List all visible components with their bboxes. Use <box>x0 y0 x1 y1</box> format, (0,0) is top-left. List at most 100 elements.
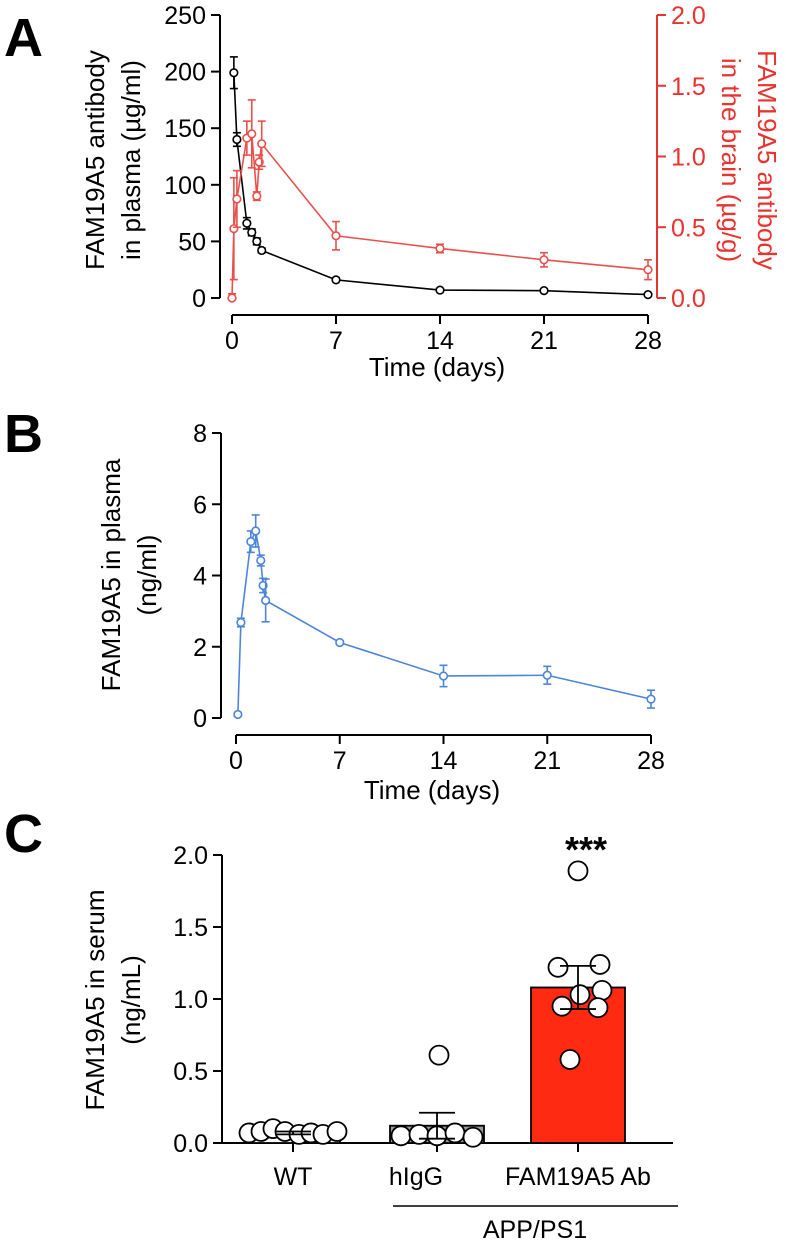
c-left-tick-label: 0.5 <box>173 1058 208 1086</box>
a-left-tick-label: 150 <box>164 115 206 143</box>
b-left-tick-label: 6 <box>193 491 207 519</box>
a-right-tick-label: 0.5 <box>671 214 706 242</box>
a-data-point-plasma <box>252 236 262 246</box>
c-left-tick-label: 1.5 <box>173 914 208 942</box>
c-data-point <box>408 1123 430 1145</box>
a-left-tick-label: 100 <box>164 172 206 200</box>
b-left-tick-label: 8 <box>193 420 207 448</box>
c-data-point <box>547 956 569 978</box>
b-left-tick-label: 4 <box>193 563 207 591</box>
b-x-tick-label: 0 <box>229 747 243 775</box>
b-data-point <box>438 671 449 681</box>
b-left-axis-title-line: FAM19A5 in plasma <box>96 458 126 691</box>
b-data-point <box>542 670 552 680</box>
c-data-point <box>462 1126 484 1148</box>
a-data-point-plasma <box>331 275 341 285</box>
a-data-point-plasma <box>247 227 257 237</box>
a-right-axis-title-line: FAM19A5 antibody <box>752 50 782 270</box>
c-left-axis-title-line: (ng/mL) <box>116 955 146 1045</box>
a-data-point-brain <box>247 129 257 139</box>
a-left-axis-title-line: FAM19A5 antibody <box>80 50 110 270</box>
c-data-point <box>567 860 589 882</box>
b-data-point <box>261 595 271 606</box>
a-series-line-brain <box>231 132 649 299</box>
b-data-point <box>256 555 266 566</box>
b-x-tick-label: 14 <box>430 747 458 775</box>
b-left-axis-title: FAM19A5 in plasma (ng/ml) <box>96 458 162 691</box>
c-left-tick-label: 1.0 <box>173 986 208 1014</box>
b-data-point <box>335 637 345 648</box>
c-data-point <box>326 1121 348 1142</box>
b-left-axis-title-line: (ng/ml) <box>132 535 162 616</box>
a-data-point-brain <box>252 191 262 201</box>
c-data-point <box>569 984 591 1006</box>
a-x-tick-label: 0 <box>225 327 239 355</box>
a-left-axis-title: FAM19A5 antibody in plasma (µg/ml) <box>80 50 146 270</box>
a-left-tick-label: 250 <box>164 2 206 30</box>
b-left-tick-label: 0 <box>193 705 207 733</box>
a-data-point-plasma <box>242 218 252 228</box>
a-right-axis-title-line: in the brain (µg/g) <box>716 58 746 262</box>
a-right-tick-label: 1.5 <box>671 73 706 101</box>
a-data-point-brain <box>331 231 341 241</box>
b-data-point <box>246 537 256 547</box>
a-left-tick-label: 50 <box>178 228 206 256</box>
a-data-point-brain <box>257 139 267 149</box>
b-x-axis-title: Time (days) <box>364 775 500 805</box>
panel-b: B 0 2 4 6 8 0 7 14 21 28 Time (days) FAM19A5 in pla… <box>4 404 665 805</box>
b-x-tick-label: 7 <box>333 747 347 775</box>
c-data-point <box>587 997 609 1019</box>
a-data-point-brain <box>435 243 445 254</box>
a-left-axis-title-line: in plasma (µg/ml) <box>116 60 146 260</box>
c-category-label: hIgG <box>389 1163 443 1191</box>
panel-a: A 0 50 100 150 200 250 0.0 0.5 1.0 1.5 2.0 0 7 14 21 28… <box>4 2 782 382</box>
c-data-point <box>390 1125 412 1147</box>
b-x-tick-label: 28 <box>637 747 665 775</box>
panel-b-letter: B <box>4 404 43 464</box>
c-data-point <box>428 1044 450 1066</box>
c-left-axis-title-line: FAM19A5 in serum <box>80 889 110 1110</box>
c-category-label: FAM19A5 Ab <box>505 1163 651 1191</box>
a-data-point-brain <box>232 194 242 204</box>
c-left-axis-title: FAM19A5 in serum (ng/mL) <box>80 889 146 1110</box>
c-group-label: APP/PS1 <box>483 1216 587 1243</box>
a-series-line-plasma <box>233 72 649 296</box>
c-data-point <box>559 1049 581 1070</box>
a-data-point-plasma <box>229 68 239 78</box>
a-data-point-plasma <box>643 290 653 300</box>
b-data-point <box>251 526 261 536</box>
a-right-tick-label: 1.0 <box>671 144 706 172</box>
b-data-point <box>236 617 246 628</box>
a-data-point-plasma <box>539 286 549 296</box>
a-data-point-plasma <box>232 134 242 145</box>
a-x-tick-label: 14 <box>426 327 454 355</box>
c-data-point <box>589 954 611 975</box>
a-data-point-brain <box>643 265 653 275</box>
panel-c: C 0.0 0.5 1.0 1.5 2.0 FAM19A5 in serum (ng/mL)… <box>4 804 678 1243</box>
a-x-axis-title: Time (days) <box>369 352 505 382</box>
b-data-point <box>233 709 243 720</box>
a-right-axis-title: FAM19A5 antibodyin the brain (µg/g) <box>716 50 782 270</box>
c-data-point <box>591 979 613 1001</box>
a-left-tick-label: 0 <box>192 285 206 313</box>
a-data-point-brain <box>539 255 549 265</box>
a-data-point-brain <box>227 293 237 303</box>
a-x-tick-label: 28 <box>634 327 662 355</box>
a-left-tick-label: 200 <box>164 59 206 87</box>
a-right-tick-label: 2.0 <box>671 2 706 30</box>
b-left-tick-label: 2 <box>193 634 207 662</box>
panel-a-letter: A <box>4 8 43 68</box>
c-category-label: WT <box>274 1163 313 1191</box>
a-x-tick-label: 21 <box>530 327 558 355</box>
c-significance-label: *** <box>565 829 607 870</box>
c-left-tick-label: 0.0 <box>173 1130 208 1158</box>
c-data-point <box>551 995 573 1017</box>
c-left-tick-label: 2.0 <box>173 842 208 870</box>
b-x-tick-label: 21 <box>533 747 561 775</box>
b-data-point <box>646 694 656 704</box>
a-x-tick-label: 7 <box>329 327 343 355</box>
a-data-point-plasma <box>435 285 445 295</box>
a-right-tick-label: 0.0 <box>671 285 706 313</box>
panel-c-letter: C <box>4 804 43 864</box>
